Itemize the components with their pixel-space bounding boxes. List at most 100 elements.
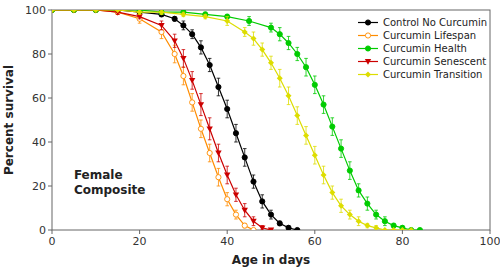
error-cap (304, 144, 308, 145)
error-cap (217, 168, 221, 169)
error-cap (190, 93, 194, 94)
point (52, 10, 55, 13)
y-tick (48, 230, 52, 231)
point (399, 227, 405, 230)
point (365, 201, 370, 206)
error-cap (304, 76, 308, 77)
error-cap (260, 56, 264, 57)
error-cap (295, 106, 299, 107)
point (225, 106, 230, 111)
point (356, 218, 362, 224)
error-cap (295, 60, 299, 61)
y-tick (48, 142, 52, 143)
point (242, 155, 247, 160)
error-cap (366, 197, 370, 198)
x-tick-label: 0 (49, 235, 56, 248)
error-cap (160, 29, 164, 30)
error-cap (199, 54, 203, 55)
point (373, 225, 379, 230)
point (172, 51, 177, 56)
point (158, 23, 164, 29)
x-tick (490, 230, 491, 234)
error-cap (199, 40, 203, 41)
point (93, 10, 98, 13)
point (233, 212, 238, 217)
point (190, 32, 195, 37)
point (382, 227, 388, 230)
error-cap (269, 210, 273, 211)
point (329, 190, 335, 196)
error-bar (252, 175, 256, 188)
error-cap (199, 120, 203, 121)
error-cap (208, 71, 212, 72)
data (52, 10, 423, 230)
error-cap (182, 29, 186, 30)
point (286, 40, 291, 45)
point (71, 10, 76, 13)
point (295, 51, 300, 56)
error-cap (287, 87, 291, 88)
point (207, 150, 212, 155)
point (198, 126, 203, 131)
error-cap (225, 25, 229, 26)
error-cap (339, 212, 343, 213)
error-cap (269, 32, 273, 33)
error-cap (348, 219, 352, 220)
y-tick (48, 54, 52, 55)
legend-item: Control No Curcumin (358, 17, 487, 28)
error-cap (243, 166, 247, 167)
error-cap (234, 219, 238, 220)
error-bar (374, 210, 378, 219)
error-cap (190, 89, 194, 90)
point (216, 175, 221, 180)
error-bar (199, 41, 203, 54)
point (338, 146, 343, 151)
error-bar (348, 162, 352, 180)
error-cap (339, 139, 343, 140)
y-tick (48, 10, 52, 11)
point (277, 32, 282, 37)
error-cap (260, 194, 264, 195)
axes: 020406080100020406080100 (25, 4, 500, 248)
series-line (52, 10, 411, 230)
error-cap (173, 47, 177, 48)
point (171, 38, 177, 44)
point (286, 225, 291, 230)
error-cap (322, 95, 326, 96)
legend-marker (365, 72, 371, 78)
error-cap (182, 49, 186, 50)
error-cap (322, 166, 326, 167)
error-cap (208, 139, 212, 140)
point (71, 10, 77, 13)
x-tick-label: 60 (308, 235, 322, 248)
legend-label: Control No Curcumin (383, 17, 487, 28)
point (356, 188, 361, 193)
y-tick-label: 60 (32, 92, 46, 105)
error-bar (217, 78, 221, 96)
point (93, 10, 98, 13)
error-cap (199, 137, 203, 138)
error-cap (269, 23, 273, 24)
error-bar (357, 184, 361, 197)
error-cap (357, 183, 361, 184)
error-cap (304, 58, 308, 59)
point (71, 10, 77, 13)
error-cap (243, 203, 247, 204)
x-tick-label: 80 (395, 235, 409, 248)
x-tick (227, 230, 228, 234)
error-cap (208, 58, 212, 59)
point (268, 212, 273, 217)
point (338, 203, 344, 209)
point (159, 10, 164, 15)
annotation: FemaleComposite (74, 168, 146, 196)
point (259, 47, 265, 53)
error-bar (260, 195, 264, 208)
error-cap (260, 43, 264, 44)
legend-item: Curcumin Lifespan (358, 30, 476, 41)
series (52, 10, 423, 230)
legend-label: Curcumin Lifespan (383, 30, 476, 41)
y-tick-label: 80 (32, 48, 46, 61)
point (408, 227, 414, 230)
background (0, 0, 500, 270)
point (374, 212, 379, 217)
